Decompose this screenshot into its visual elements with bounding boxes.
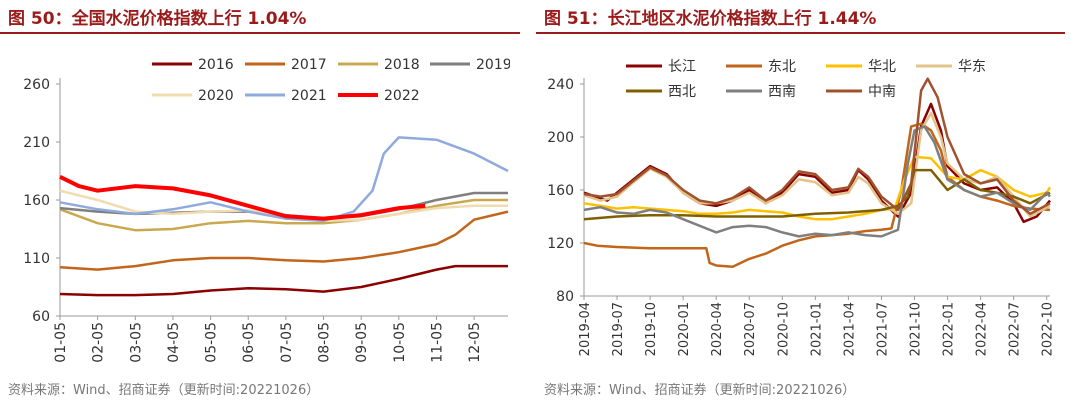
legend-label: 2018	[384, 57, 420, 73]
legend-label: 2021	[291, 88, 327, 104]
yangtze-cement-index-chart: 80 120 160 200 240 2019-04 2019-07 2019-10 2020-…	[547, 59, 1056, 356]
x-tick-label: 2021-07	[875, 302, 890, 356]
x-tick-label: 2021-01	[809, 302, 824, 356]
series-line	[60, 200, 508, 230]
chart-title: 图 50：全国水泥价格指数上行 1.04%	[8, 9, 307, 29]
x-tick-label: 02-05	[91, 322, 107, 363]
x-tick-label: 2022-01	[942, 302, 957, 356]
y-tick-label: 200	[547, 130, 574, 146]
y-tick-label: 80	[556, 289, 574, 305]
y-tick-label: 160	[547, 183, 574, 199]
legend-label: 中南	[868, 84, 896, 100]
legend-label: 2016	[198, 57, 234, 73]
x-tick-label: 09-05	[354, 322, 370, 363]
x-tick-label: 2022-04	[975, 302, 990, 356]
chart-panel-left: 图 50：全国水泥价格指数上行 1.04% 60 110 160 210 260 01-0…	[0, 0, 520, 400]
x-tick-label: 11-05	[429, 322, 445, 363]
series-line	[583, 102, 1051, 224]
y-tick-label: 60	[32, 309, 50, 325]
series-line	[60, 266, 508, 295]
x-tick-label: 01-05	[53, 322, 69, 363]
x-tick-label: 12-05	[467, 322, 483, 363]
title-divider	[0, 32, 520, 34]
x-tick-label: 2020-07	[743, 302, 758, 356]
x-tick-label: 2019-04	[578, 302, 593, 356]
source-note: 资料来源：Wind、招商证券（更新时间:20221026）	[544, 383, 856, 398]
series-line	[60, 137, 508, 221]
x-tick-label: 2019-07	[611, 302, 626, 356]
x-tick-label: 06-05	[241, 322, 257, 363]
series-line	[583, 155, 1052, 221]
x-tick-label: 2019-10	[644, 302, 659, 356]
legend-label: 2022	[384, 88, 420, 104]
legend-label: 2017	[291, 57, 327, 73]
series-line	[583, 77, 1051, 216]
legend-label: 2020	[198, 88, 234, 104]
y-tick-label: 160	[23, 193, 50, 209]
x-tick-label: 03-05	[128, 322, 144, 363]
x-tick-label: 04-05	[166, 322, 182, 363]
series-line	[583, 168, 1051, 221]
y-tick-label: 210	[23, 135, 50, 151]
legend-label: 华北	[868, 59, 896, 75]
x-tick-label: 05-05	[204, 322, 220, 363]
series-line	[60, 212, 508, 270]
series-line	[583, 125, 1051, 238]
legend-label: 西北	[668, 84, 696, 100]
legend-label: 长江	[668, 59, 696, 75]
legend-label: 西南	[768, 84, 796, 100]
legend-label: 2019	[476, 57, 512, 73]
x-tick-label: 2022-10	[1041, 302, 1056, 356]
y-tick-label: 240	[547, 77, 574, 93]
x-tick-label: 2021-10	[908, 302, 923, 356]
y-tick-label: 110	[23, 251, 50, 267]
y-tick-label: 120	[547, 236, 574, 252]
x-tick-label: 08-05	[317, 322, 333, 363]
title-divider	[536, 32, 1065, 34]
x-tick-label: 2021-04	[842, 302, 857, 356]
series-line	[60, 177, 425, 219]
chart-panel-right: 图 51：长江地区水泥价格指数上行 1.44% 80 120 160 200 240 20…	[536, 0, 1071, 400]
x-tick-label: 2022-07	[1008, 302, 1023, 356]
x-tick-label: 07-05	[279, 322, 295, 363]
series-line	[583, 111, 1051, 218]
x-tick-label: 2020-04	[710, 302, 725, 356]
legend-label: 东北	[768, 59, 796, 75]
x-tick-label: 10-05	[392, 322, 408, 363]
source-note: 资料来源：Wind、招商证券（更新时间:20221026）	[8, 383, 320, 398]
x-tick-label: 2020-01	[677, 302, 692, 356]
national-cement-index-chart: 60 110 160 210 260 01-05 02-05 03-05 04-05 05-05 0…	[0, 34, 520, 379]
legend-label: 华东	[958, 59, 986, 75]
y-tick-label: 260	[23, 77, 50, 93]
x-tick-label: 2020-10	[776, 302, 791, 356]
chart-title: 图 51：长江地区水泥价格指数上行 1.44%	[544, 9, 877, 29]
